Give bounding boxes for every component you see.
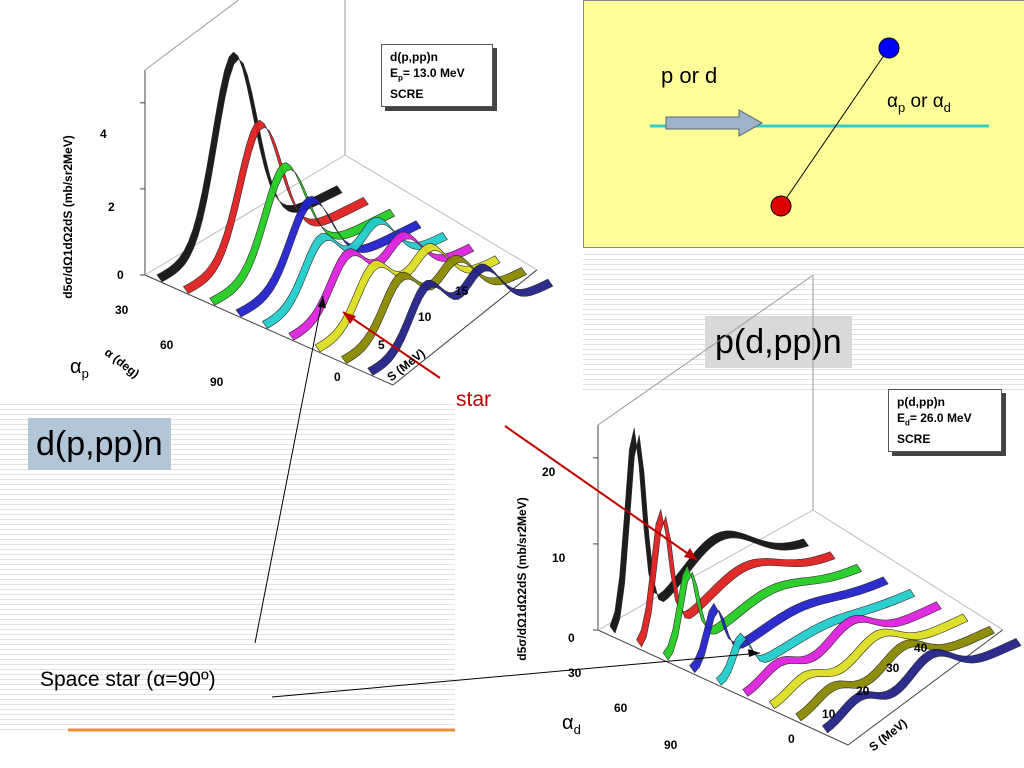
chart1-legend-e: E <box>390 66 399 80</box>
chart2-legend-energy: Ed= 26.0 MeV <box>897 410 993 431</box>
chart2-ribbon-4 <box>715 588 916 686</box>
chart1-frame-top <box>144 0 240 71</box>
space-star-pointer-2-head <box>748 649 760 657</box>
chart2-s-tick-20: 20 <box>856 684 870 698</box>
chart2-s-tick-40: 40 <box>914 641 928 655</box>
chart1-z-tick-2: 2 <box>108 200 115 214</box>
chart1-legend-energy: Ep= 13.0 MeV <box>390 65 484 86</box>
right-reaction-label: p(d,pp)n <box>705 316 852 368</box>
chart1-legend-evalue: = 13.0 MeV <box>402 66 465 80</box>
chart2-axis-alpha <box>597 629 849 746</box>
chart2-ribbon-6 <box>768 613 969 710</box>
chart1-ribbon-3 <box>235 196 422 318</box>
alpha-symbol: α <box>887 91 898 112</box>
alpha-p-axis-label: αp <box>70 356 89 381</box>
star-pointer-1 <box>342 311 441 379</box>
chart1-alpha-tick-30: 30 <box>115 303 129 317</box>
chart1-alpha-tick-90: 90 <box>210 375 224 389</box>
chart2-frame-floor <box>597 509 814 631</box>
projectile-label: p or d <box>661 63 718 88</box>
chart2-alpha-tick-60: 60 <box>614 701 628 715</box>
chart2-ribbon-5 <box>742 601 942 697</box>
reaction-diagram-svg <box>650 37 989 217</box>
chart2-ribbon-8 <box>822 638 1022 734</box>
alpha-p-symbol: α <box>70 356 82 378</box>
chart2-frame-floor-right <box>812 509 1004 631</box>
alpha-d-sub: d <box>573 722 581 737</box>
alpha-d-axis-label: αd <box>562 712 581 737</box>
chart1-legend: d(p,pp)n Ep= 13.0 MeV SCRE <box>381 44 493 108</box>
chart2-alpha-tick-30: 30 <box>568 666 582 680</box>
emission-line <box>780 47 890 207</box>
chart2-legend-scre: SCRE <box>897 432 931 447</box>
chart1-ribbon-5 <box>288 231 475 341</box>
chart2-alpha-tick-90: 90 <box>664 738 678 752</box>
chart2-z-tick-10: 10 <box>552 551 566 565</box>
chart2-ribbon-7 <box>795 625 995 722</box>
star-label: star <box>456 388 492 411</box>
chart1-z-tick-4: 4 <box>100 127 107 141</box>
chart1-frame-floor <box>144 154 346 276</box>
chart2-s-tick-10: 10 <box>822 707 836 721</box>
chart1-legend-scre: SCRE <box>390 87 424 102</box>
chart2-ribbon-3 <box>689 576 889 674</box>
chart1-s-tick-5: 5 <box>378 338 385 352</box>
projectile-arrow <box>665 109 764 137</box>
proton-red <box>770 195 792 217</box>
space-star-pointer-2 <box>271 652 761 698</box>
chart2-legend-reaction: p(d,pp)n <box>897 395 945 409</box>
chart2-s-tick-30: 30 <box>886 661 900 675</box>
chart1-zlabel: d5σ/dΩ1dΩ2dS (mb/sr2MeV) <box>61 135 75 299</box>
chart2-legend-esub: d <box>905 418 910 428</box>
space-star-pointer-1 <box>254 295 324 644</box>
chart1-ribbon-2 <box>209 162 396 306</box>
chart2-legend: p(d,pp)n Ed= 26.0 MeV SCRE <box>888 389 1002 453</box>
star-pointer-2-head <box>684 548 697 560</box>
proton-blue <box>878 37 900 59</box>
chart2-legend-evalue: = 26.0 MeV <box>909 411 972 425</box>
chart2-axis-s <box>847 629 1004 746</box>
chart1-s-tick-0: 0 <box>334 370 341 384</box>
chart1-s-tick-15: 15 <box>455 284 469 298</box>
chart1-s-tick-10: 10 <box>418 310 432 324</box>
alpha-d-symbol: α <box>562 712 574 734</box>
reaction-diagram: p or d αp or αd <box>583 0 1024 248</box>
chart2-ribbon-2 <box>662 564 863 661</box>
alpha-p-sub: p <box>81 366 89 381</box>
star-pointer-2 <box>504 425 698 561</box>
chart2-zlabel: d5σ/dΩ1dΩ2dS (mb/sr2MeV) <box>515 497 529 661</box>
chart1-ribbon-8 <box>367 263 554 376</box>
chart2-z-tick-0: 0 <box>568 631 575 645</box>
chart1-ribbon-4 <box>261 216 448 329</box>
alpha-pd-label: αp or αd <box>887 91 951 115</box>
chart1-frame-floor-right <box>344 154 538 271</box>
or-word: or <box>910 91 928 112</box>
space-star-label: Space star (α=90º) <box>40 668 216 691</box>
chart1-legend-esub: p <box>398 73 403 83</box>
left-reaction-label: d(p,pp)n <box>28 418 171 470</box>
chart1-axis-alpha <box>144 274 394 386</box>
chart2-ribbon-1 <box>636 508 836 648</box>
chart2-frame-top <box>597 274 814 426</box>
chart1-z-tick-0: 0 <box>117 268 124 282</box>
chart1-alpha-tick-60: 60 <box>160 338 174 352</box>
space-star-pointer-1-head <box>318 296 326 308</box>
chart1-ribbon-6 <box>314 243 501 353</box>
chart2-legend-e: E <box>897 411 906 425</box>
chart1-legend-reaction: d(p,pp)n <box>390 50 438 64</box>
alpha-symbol-2: α <box>932 91 944 112</box>
alpha-sub-d: d <box>943 99 951 115</box>
chart1-ribbon-0 <box>156 51 343 283</box>
alpha-sub-p: p <box>897 99 906 115</box>
chart2-z-tick-20: 20 <box>542 465 556 479</box>
chart1-ribbon-7 <box>341 255 527 364</box>
star-pointer-1-head <box>343 312 356 324</box>
chart1-ribbon-1 <box>182 119 369 294</box>
chart2-s-tick-0: 0 <box>788 732 795 746</box>
